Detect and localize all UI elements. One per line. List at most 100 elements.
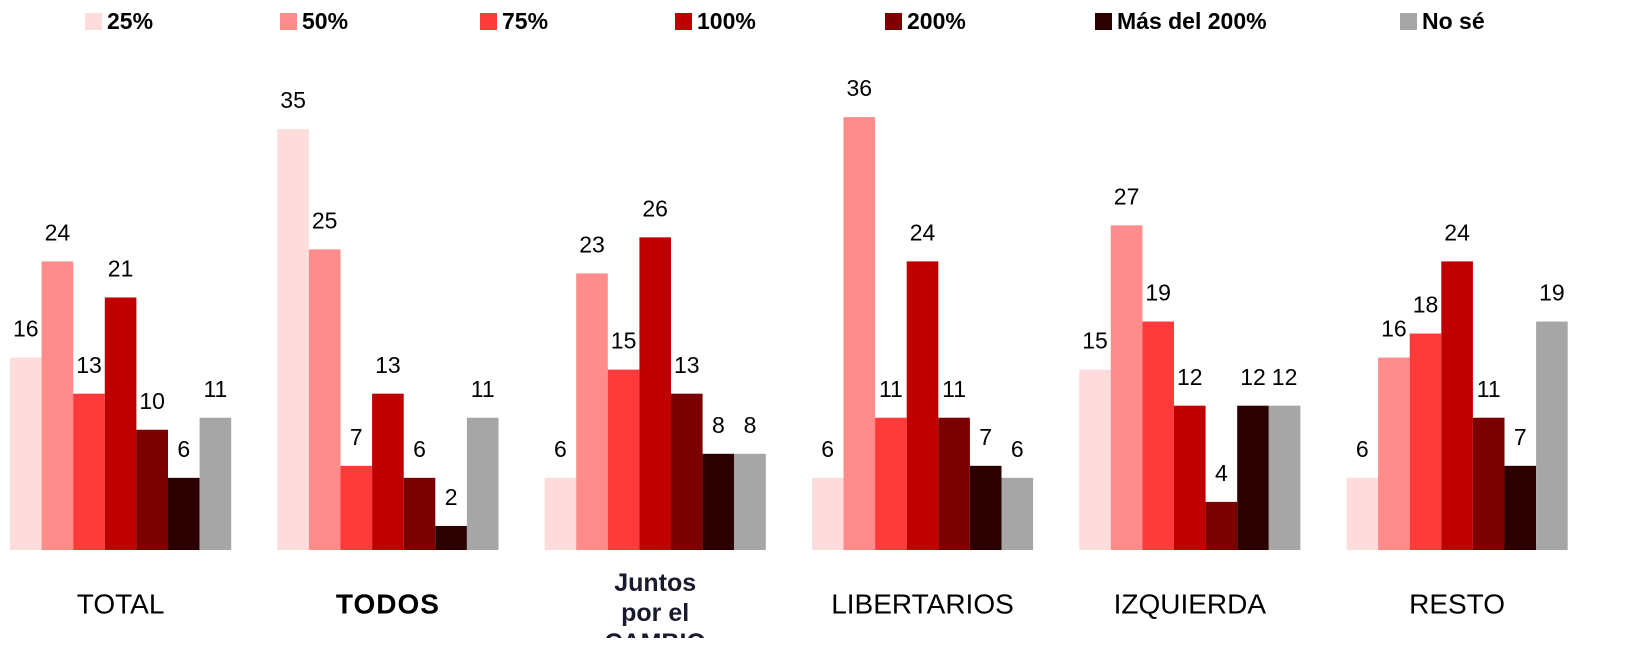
bar xyxy=(1237,405,1269,550)
bar xyxy=(41,261,74,550)
legend-label: Más del 200% xyxy=(1117,8,1267,34)
value-label: 13 xyxy=(375,352,401,378)
bar xyxy=(10,357,42,550)
category-label: Juntos por el CAMBIO xyxy=(604,569,705,638)
value-label: 7 xyxy=(1514,424,1527,450)
bar xyxy=(1409,333,1442,550)
value-label: 24 xyxy=(45,219,71,245)
bar xyxy=(104,297,137,550)
value-label: 35 xyxy=(280,87,306,113)
value-label: 18 xyxy=(1413,292,1439,318)
value-label: 6 xyxy=(1356,436,1369,462)
value-label: 25 xyxy=(312,207,338,233)
bar xyxy=(73,393,105,550)
value-label: 6 xyxy=(177,436,190,462)
legend-label: 100% xyxy=(697,8,756,34)
bar xyxy=(308,249,341,550)
category-label: IZQUIERDA xyxy=(1114,588,1267,619)
value-label: 13 xyxy=(674,352,700,378)
bar xyxy=(1205,501,1238,550)
value-label: 4 xyxy=(1215,460,1228,486)
value-label: 36 xyxy=(847,75,873,101)
bar xyxy=(702,453,735,550)
value-label: 27 xyxy=(1114,183,1140,209)
bar xyxy=(466,417,499,550)
value-label: 15 xyxy=(1082,328,1108,354)
value-label: 6 xyxy=(821,436,834,462)
value-label: 19 xyxy=(1145,280,1171,306)
value-label: 12 xyxy=(1177,364,1203,390)
bar xyxy=(1536,321,1568,550)
bar xyxy=(1110,225,1143,550)
value-label: 11 xyxy=(471,376,495,402)
value-label: 7 xyxy=(979,424,992,450)
bar xyxy=(1001,477,1034,550)
bar xyxy=(136,429,168,550)
value-label: 19 xyxy=(1539,280,1565,306)
bar xyxy=(544,477,577,550)
bar xyxy=(811,477,844,550)
bar xyxy=(938,417,970,550)
bar xyxy=(199,417,232,550)
value-label: 16 xyxy=(13,316,39,342)
legend-swatch xyxy=(85,13,102,30)
bar xyxy=(403,477,436,550)
value-label: 16 xyxy=(1381,316,1407,342)
category-label: RESTO xyxy=(1409,588,1505,619)
bar xyxy=(1378,357,1410,550)
value-label: 15 xyxy=(611,328,637,354)
legend-swatch xyxy=(1095,13,1112,30)
value-label: 11 xyxy=(203,376,227,402)
value-label: 8 xyxy=(712,412,725,438)
value-label: 12 xyxy=(1240,364,1266,390)
value-label: 6 xyxy=(1011,436,1024,462)
legend-swatch xyxy=(480,13,497,30)
category-label-text: Juntos por el CAMBIO xyxy=(604,569,705,638)
legend-label: 25% xyxy=(107,8,153,34)
legend-swatch xyxy=(885,13,902,30)
value-label: 7 xyxy=(350,424,363,450)
legend-swatch xyxy=(675,13,692,30)
value-label: 23 xyxy=(579,232,605,258)
bar xyxy=(277,129,309,550)
bar xyxy=(1504,465,1537,550)
bar xyxy=(607,369,640,550)
value-label: 24 xyxy=(1444,219,1470,245)
legend-label: 50% xyxy=(302,8,348,34)
value-label: 2 xyxy=(445,484,458,510)
bar xyxy=(372,393,404,550)
bar xyxy=(1079,369,1111,550)
bar xyxy=(1174,405,1206,550)
legend-label: No sé xyxy=(1422,8,1485,34)
bar xyxy=(969,465,1002,550)
legend-swatch xyxy=(1400,13,1417,30)
bar xyxy=(639,237,671,550)
value-label: 11 xyxy=(879,376,903,402)
value-label: 6 xyxy=(413,436,426,462)
value-label: 8 xyxy=(744,412,757,438)
bar xyxy=(576,273,608,550)
bar xyxy=(734,453,766,550)
category-label: TODOS xyxy=(336,588,440,619)
bar xyxy=(435,525,467,550)
legend-swatch xyxy=(280,13,297,30)
value-label: 12 xyxy=(1272,364,1298,390)
bar xyxy=(671,393,703,550)
value-label: 24 xyxy=(910,219,936,245)
value-label: 26 xyxy=(642,195,668,221)
bar xyxy=(1142,321,1174,550)
bar xyxy=(168,477,200,550)
value-label: 13 xyxy=(76,352,102,378)
bar xyxy=(906,261,939,550)
bar xyxy=(340,465,373,550)
value-label: 21 xyxy=(108,256,134,282)
bar xyxy=(843,117,876,550)
bar xyxy=(1441,261,1473,550)
bar xyxy=(1346,477,1379,550)
category-label: TOTAL xyxy=(77,588,165,619)
legend-label: 200% xyxy=(907,8,966,34)
bar xyxy=(875,417,907,550)
value-label: 6 xyxy=(554,436,567,462)
